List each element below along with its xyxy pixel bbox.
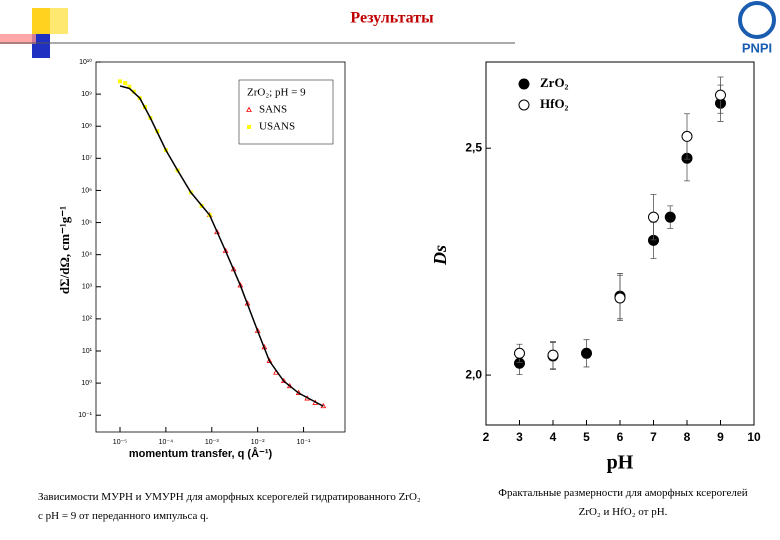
y-axis-label: dΣ/dΩ, cm⁻¹g⁻¹	[57, 206, 72, 294]
y-tick-label: 2,0	[465, 367, 482, 381]
point	[123, 81, 128, 86]
point	[518, 99, 530, 111]
y-tick-label: 10⁰	[81, 379, 92, 387]
y-tick-label: 10¹	[82, 348, 93, 355]
x-tick-label: 6	[617, 430, 624, 444]
plot-frame	[485, 61, 755, 426]
x-tick-label: 10⁻³	[205, 439, 219, 446]
x-tick-label: 10⁻⁴	[159, 439, 174, 446]
point	[246, 106, 252, 112]
y-tick-label: 10⁷	[82, 155, 93, 162]
point	[247, 125, 251, 129]
x-axis-label: pH	[607, 452, 634, 474]
y-tick-label: 10⁴	[81, 252, 92, 259]
point	[518, 78, 530, 90]
x-tick-label: 7	[650, 430, 657, 444]
y-tick-label: 10⁹	[81, 91, 92, 98]
point	[214, 228, 220, 235]
x-tick-label: 10⁻⁵	[113, 439, 127, 446]
legend-box	[238, 79, 334, 145]
point	[614, 292, 626, 304]
y-tick-label: 10³	[82, 284, 93, 291]
caption: Фрактальные размерности для аморфных ксе…	[498, 487, 748, 518]
y-tick-label: 10¹⁰	[79, 58, 92, 66]
point	[664, 211, 676, 223]
caption: Зависимости МУРН и УМУРН для аморфных кс…	[38, 491, 421, 522]
y-tick-label: 2,5	[465, 140, 482, 154]
point	[514, 347, 525, 359]
decor	[32, 34, 50, 58]
point	[648, 211, 659, 223]
x-tick-label: 2	[483, 430, 490, 444]
logo-text: PNPI	[742, 40, 772, 55]
legend-label: USANS	[259, 121, 295, 133]
y-tick-label: 10⁸	[81, 123, 92, 130]
point	[681, 130, 693, 142]
logo-icon	[738, 1, 776, 39]
y-tick-label: 10²	[82, 316, 93, 323]
point	[715, 89, 726, 101]
point	[581, 347, 592, 359]
x-tick-label: 10⁻¹	[297, 439, 311, 446]
point	[127, 84, 132, 89]
x-tick-label: 3	[516, 430, 523, 444]
fit-line	[119, 85, 324, 407]
x-axis-label: momentum transfer, q (Å⁻¹)	[129, 447, 273, 460]
x-tick-label: 10⁻²	[251, 439, 265, 446]
legend-label: HfO₂	[540, 96, 569, 111]
point	[266, 357, 273, 363]
x-tick-label: 5	[583, 430, 590, 444]
decor	[0, 34, 36, 44]
y-tick-label: 10⁻¹	[78, 412, 92, 419]
plot-frame	[95, 61, 346, 433]
decor	[50, 8, 68, 34]
point	[117, 79, 122, 84]
y-tick-label: 10⁶	[81, 187, 92, 194]
point	[547, 349, 559, 361]
legend-label: ZrO₂	[540, 75, 569, 90]
x-tick-label: 4	[550, 430, 557, 444]
x-tick-label: 9	[717, 430, 724, 444]
x-tick-label: 8	[684, 430, 691, 444]
legend-title: ZrO₂; pH = 9	[247, 87, 306, 99]
slide-title: Результаты	[350, 10, 434, 27]
x-tick-label: 10	[747, 430, 761, 444]
y-tick-label: 10⁵	[81, 219, 92, 226]
y-axis-label: Ds	[430, 245, 450, 266]
legend-label: SANS	[259, 104, 287, 116]
